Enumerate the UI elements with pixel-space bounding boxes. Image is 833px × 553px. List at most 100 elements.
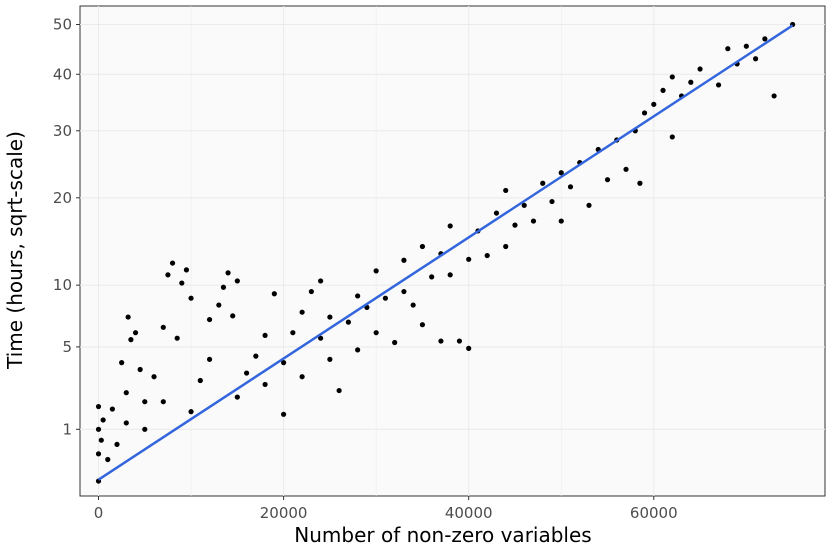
data-point: [95, 426, 102, 432]
data-point: [540, 180, 546, 186]
data-point: [114, 441, 120, 447]
data-point: [725, 46, 731, 52]
data-point: [95, 451, 102, 457]
data-point: [401, 288, 407, 295]
y-tick-label: 20: [53, 189, 72, 207]
data-point: [137, 366, 143, 373]
data-point: [336, 387, 342, 394]
data-point: [230, 313, 236, 319]
data-point: [530, 218, 537, 224]
data-point: [206, 316, 213, 323]
data-point: [299, 374, 305, 380]
data-point: [179, 280, 185, 286]
data-point: [119, 360, 125, 366]
data-point: [271, 291, 277, 297]
panel-background: [79, 5, 826, 497]
data-point: [123, 420, 129, 426]
data-point: [373, 268, 379, 274]
data-point: [558, 170, 564, 176]
data-point: [281, 360, 287, 366]
y-tick-label: 50: [53, 15, 72, 33]
data-point: [109, 406, 115, 412]
data-point: [100, 417, 106, 423]
data-point: [697, 66, 703, 72]
data-point: [225, 270, 231, 276]
data-point: [466, 345, 472, 351]
data-point: [493, 210, 500, 216]
data-point: [401, 257, 407, 263]
data-point: [419, 243, 426, 250]
data-point: [234, 278, 240, 284]
data-point: [188, 409, 194, 415]
data-point: [771, 93, 777, 99]
data-point: [174, 335, 180, 341]
data-point: [521, 202, 527, 208]
data-point: [160, 324, 166, 330]
y-tick-label: 5: [62, 338, 72, 356]
data-point: [318, 278, 324, 284]
y-tick-label: 10: [53, 276, 72, 294]
data-point: [125, 314, 131, 320]
data-point: [743, 43, 749, 49]
data-point: [429, 274, 435, 280]
data-point: [151, 374, 157, 380]
data-point: [308, 288, 314, 295]
data-point: [567, 184, 574, 190]
axis-ticks: 0 20000 40000 60000 1 5 10 20 30 40 50: [53, 15, 678, 522]
data-point: [355, 293, 361, 299]
data-point: [318, 335, 324, 341]
data-point: [142, 399, 148, 405]
data-point: [165, 272, 171, 278]
data-point: [373, 330, 379, 336]
data-point: [345, 319, 351, 325]
x-tick-label: 0: [94, 504, 104, 522]
data-point: [419, 322, 426, 328]
data-point: [216, 302, 222, 308]
data-point: [142, 426, 148, 432]
x-tick-label: 40000: [445, 504, 493, 522]
data-point: [438, 338, 444, 344]
data-point: [752, 56, 759, 62]
data-point: [123, 390, 129, 396]
data-point: [290, 330, 296, 336]
data-point: [484, 252, 490, 259]
grid-lines: [80, 6, 825, 496]
x-axis-title: Number of non-zero variables: [294, 523, 591, 547]
data-point: [188, 295, 194, 301]
data-point: [169, 260, 176, 266]
data-point: [641, 110, 648, 116]
y-axis-title: Time (hours, sqrt-scale): [3, 131, 27, 370]
x-tick-label: 60000: [630, 504, 678, 522]
data-points: [95, 21, 796, 484]
data-point: [688, 79, 694, 85]
data-point: [637, 180, 643, 186]
data-point: [586, 202, 592, 208]
data-point: [105, 456, 111, 463]
data-point: [299, 309, 305, 315]
data-point: [456, 338, 463, 344]
data-point: [183, 267, 190, 273]
data-point: [410, 302, 416, 308]
data-point: [660, 87, 666, 93]
x-tick-label: 20000: [260, 504, 308, 522]
data-point: [128, 337, 134, 343]
data-point: [669, 134, 675, 140]
data-point: [604, 177, 611, 183]
data-point: [132, 330, 139, 336]
data-point: [466, 256, 472, 262]
data-point: [549, 198, 555, 205]
data-point: [234, 394, 240, 400]
data-point: [262, 381, 268, 388]
data-point: [281, 411, 287, 417]
data-point: [327, 314, 333, 320]
data-point: [95, 403, 102, 410]
data-point: [197, 377, 203, 384]
y-tick-label: 1: [62, 420, 72, 438]
data-point: [243, 370, 250, 376]
data-point: [503, 243, 509, 250]
data-point: [762, 36, 768, 42]
data-point: [206, 356, 213, 362]
data-point: [447, 223, 453, 229]
data-point: [623, 166, 629, 172]
